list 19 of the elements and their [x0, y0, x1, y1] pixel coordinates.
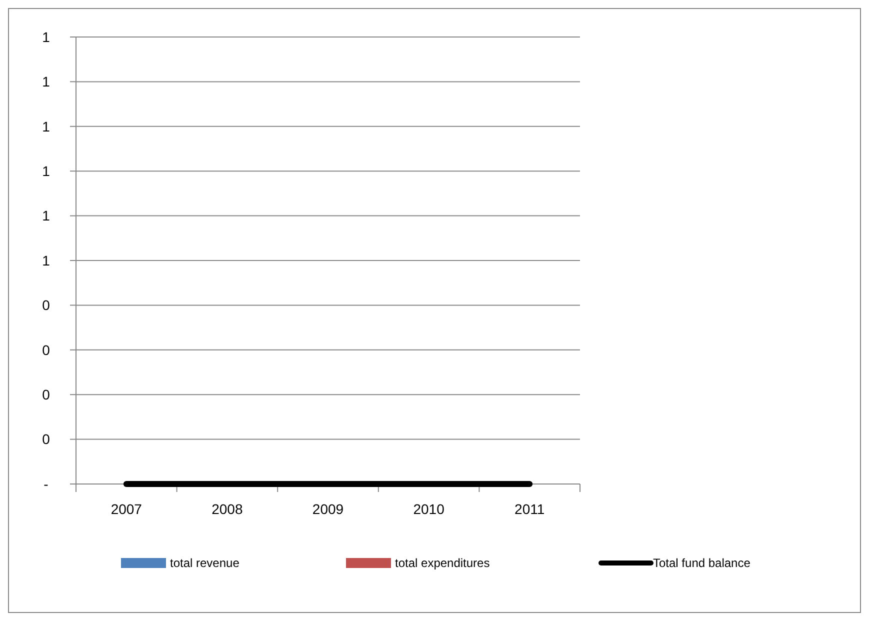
y-tick-label: 1 — [42, 28, 50, 45]
y-tick-label: 0 — [42, 342, 50, 358]
y-tick-label: 0 — [42, 297, 50, 314]
y-tick-label: 1 — [42, 252, 50, 268]
legend-label: total revenue — [170, 556, 240, 570]
y-tick-label: 1 — [42, 163, 50, 179]
y-tick-label: - — [44, 476, 49, 492]
x-tick-label: 2010 — [413, 501, 445, 517]
y-tick-label: 1 — [42, 74, 50, 90]
x-tick-label: 2008 — [212, 501, 243, 517]
y-tick-label: 1 — [42, 208, 50, 224]
x-tick-label: 2007 — [110, 501, 142, 517]
x-tick-label: 2009 — [312, 501, 344, 517]
y-tick-label: 0 — [42, 386, 50, 402]
y-tick-label: 1 — [42, 118, 50, 134]
legend-label: Total fund balance — [653, 556, 751, 570]
y-tick-label: 0 — [42, 431, 50, 448]
x-tick-label: 2011 — [514, 501, 545, 517]
legend-label: total expenditures — [395, 556, 490, 570]
